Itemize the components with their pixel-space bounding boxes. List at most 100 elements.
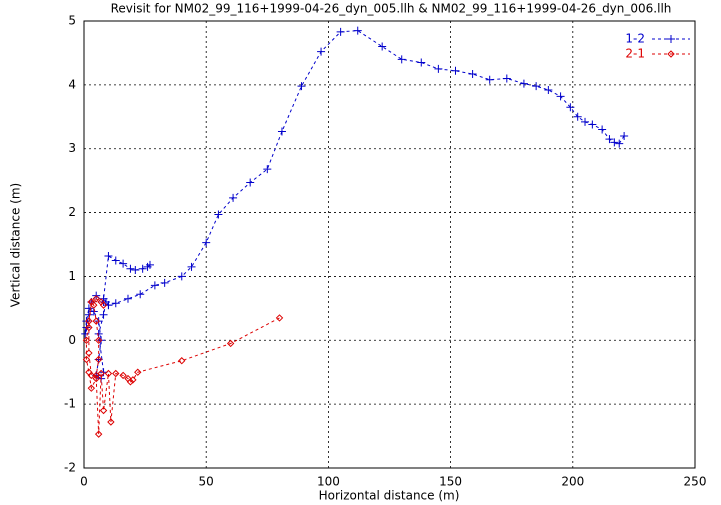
x-tick-label: 200	[561, 475, 584, 489]
chart-title: Revisit for NM02_99_116+1999-04-26_dyn_0…	[111, 2, 672, 16]
y-tick-label: 2	[68, 205, 76, 219]
data-point	[275, 314, 284, 322]
data-point	[94, 329, 103, 338]
data-point	[89, 307, 98, 316]
data-point	[138, 264, 147, 273]
data-point	[82, 355, 91, 364]
data-point	[87, 371, 96, 380]
x-axis-label: Horizontal distance (m)	[319, 489, 460, 503]
data-point	[112, 369, 120, 378]
data-point	[317, 47, 326, 56]
data-point	[136, 290, 145, 299]
data-point	[85, 323, 93, 332]
data-point	[87, 384, 96, 392]
data-point	[297, 82, 306, 91]
data-point	[417, 58, 426, 67]
data-point	[519, 79, 528, 88]
data-point	[485, 75, 494, 84]
series-line	[85, 298, 280, 435]
data-point	[532, 82, 541, 91]
x-tick-label: 250	[684, 475, 707, 489]
data-point	[92, 374, 100, 383]
data-point	[573, 112, 582, 121]
y-axis-label: Vertical distance (m)	[9, 183, 23, 307]
data-point	[277, 127, 286, 136]
data-point	[214, 210, 223, 219]
data-point	[451, 66, 460, 75]
data-point	[97, 369, 105, 378]
data-point	[502, 74, 511, 83]
data-point	[104, 369, 113, 378]
data-point	[111, 256, 120, 265]
data-point	[107, 418, 115, 426]
data-point	[160, 278, 169, 287]
series-line	[84, 30, 625, 380]
y-tick-label: 4	[68, 77, 76, 91]
data-point	[104, 251, 113, 260]
data-point	[566, 103, 575, 112]
x-tick-label: 0	[80, 475, 88, 489]
data-point	[123, 294, 132, 303]
data-point	[92, 295, 100, 303]
data-point	[85, 349, 93, 357]
y-tick-label: -2	[64, 461, 76, 475]
data-point	[92, 371, 100, 380]
data-point	[178, 357, 186, 365]
data-point	[397, 55, 406, 64]
data-point	[468, 70, 477, 79]
data-point	[615, 139, 624, 148]
data-point	[150, 281, 159, 290]
data-point	[263, 165, 272, 174]
data-point	[246, 178, 255, 187]
y-tick-label: 5	[68, 14, 76, 28]
data-point	[99, 310, 108, 319]
data-point	[99, 301, 108, 309]
y-tick-label: 3	[68, 141, 76, 155]
legend-marker	[667, 35, 675, 43]
y-tick-label: -1	[64, 397, 76, 411]
data-point	[92, 317, 100, 325]
legend-label: 1-2	[625, 32, 645, 46]
data-point	[104, 301, 113, 310]
data-point	[202, 238, 211, 247]
legend-label: 2-1	[625, 47, 645, 61]
data-point	[588, 120, 597, 129]
data-point	[126, 264, 135, 273]
data-point	[119, 259, 128, 268]
data-point	[94, 355, 103, 364]
data-point	[336, 27, 345, 36]
data-point	[131, 266, 140, 275]
data-point	[94, 336, 103, 344]
data-point	[598, 125, 607, 134]
data-point	[99, 406, 108, 415]
data-point	[119, 371, 127, 380]
data-point	[556, 92, 565, 101]
x-tick-label: 150	[439, 475, 462, 489]
data-point	[94, 430, 103, 438]
data-point	[610, 138, 619, 147]
data-point	[82, 336, 91, 344]
data-point	[187, 262, 196, 271]
data-point	[177, 272, 186, 281]
data-point	[111, 299, 120, 308]
data-point	[605, 135, 614, 144]
x-tick-label: 100	[317, 475, 340, 489]
data-point	[544, 85, 553, 94]
legend-marker	[667, 50, 675, 58]
data-point	[229, 193, 238, 202]
data-point	[124, 374, 132, 383]
data-point	[84, 304, 93, 313]
x-tick-label: 50	[199, 475, 214, 489]
data-point	[378, 42, 387, 51]
y-tick-label: 1	[68, 269, 76, 283]
data-point	[620, 131, 629, 140]
data-point	[134, 368, 142, 376]
data-point	[226, 339, 235, 348]
y-tick-label: 0	[68, 333, 76, 347]
data-point	[145, 260, 154, 269]
data-point	[81, 329, 90, 338]
data-point	[87, 298, 96, 306]
data-point	[353, 26, 362, 35]
data-point	[581, 117, 590, 126]
